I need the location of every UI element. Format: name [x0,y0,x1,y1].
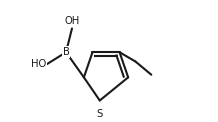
Text: S: S [97,109,103,119]
Text: OH: OH [65,16,80,26]
Text: HO: HO [31,59,46,69]
Text: B: B [63,47,70,57]
